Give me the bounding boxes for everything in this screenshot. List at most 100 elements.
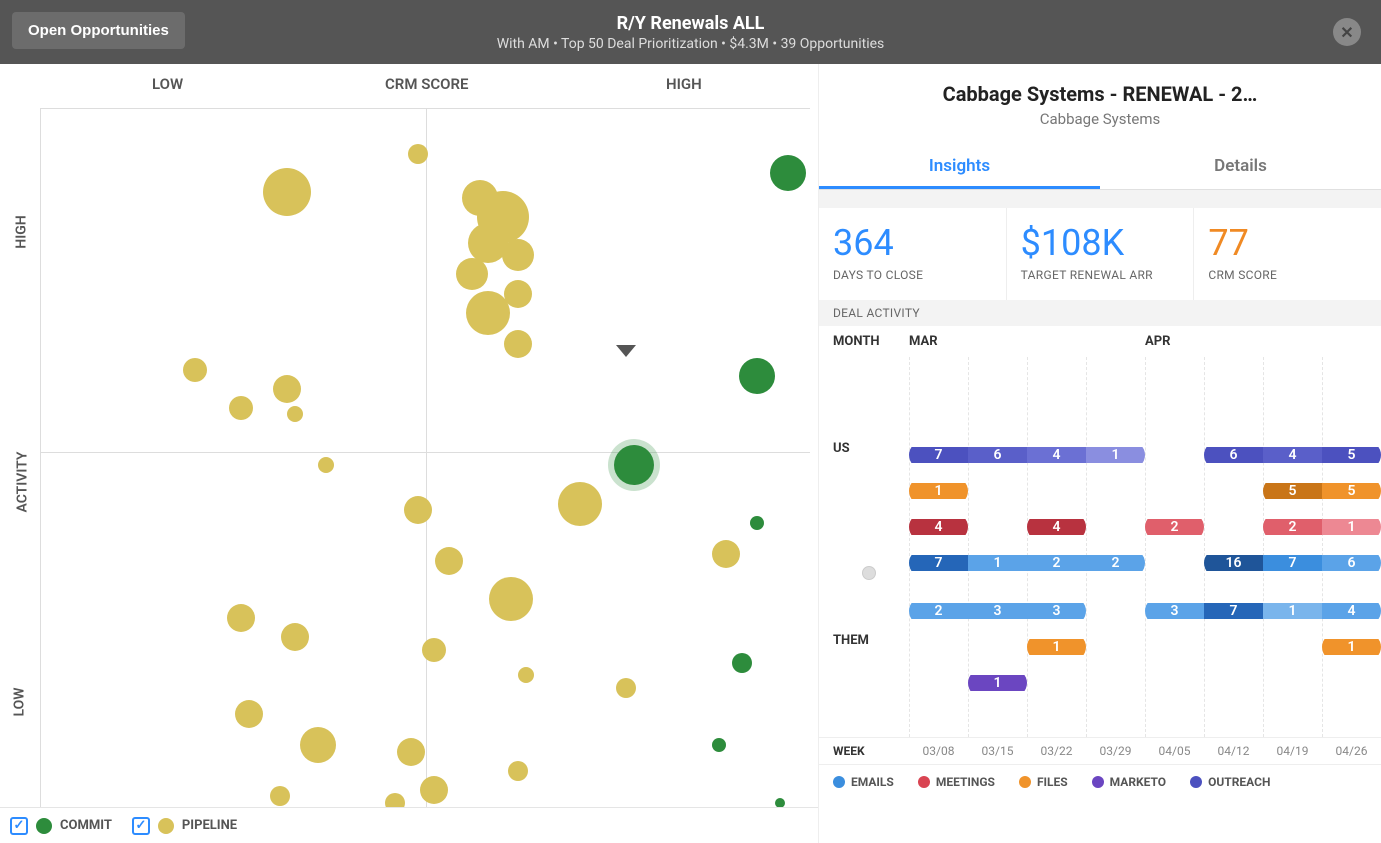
side-title: Cabbage Systems - RENEWAL - 2… Cabbage S… — [819, 64, 1381, 128]
bubble[interactable] — [489, 577, 533, 621]
activity-pill[interactable]: 4 — [909, 513, 968, 541]
bubble[interactable] — [273, 375, 301, 403]
bubble[interactable] — [270, 786, 290, 806]
tab-details[interactable]: Details — [1100, 146, 1381, 189]
pill-seg: 7 — [1263, 555, 1322, 571]
activity-pill[interactable]: 233 — [909, 597, 1086, 625]
deal-activity-header: DEAL ACTIVITY — [819, 300, 1381, 326]
legend-dot-icon — [1092, 776, 1104, 788]
slider-handle[interactable] — [862, 566, 876, 580]
bubble[interactable] — [227, 604, 255, 632]
bubble[interactable] — [235, 700, 263, 728]
metric-label: DAYS TO CLOSE — [833, 268, 992, 282]
x-axis-low: LOW — [152, 75, 183, 93]
pill-seg: 1 — [1086, 447, 1145, 463]
pill-seg: 3 — [1145, 603, 1204, 619]
page-subtitle: With AM • Top 50 Deal Prioritization • $… — [497, 36, 885, 52]
bubble[interactable] — [456, 258, 488, 290]
month-col — [1027, 334, 1086, 349]
activity-pill[interactable]: 4 — [1027, 513, 1086, 541]
bubble[interactable] — [287, 406, 303, 422]
activity-pill[interactable]: 21 — [1263, 513, 1381, 541]
bubble[interactable] — [408, 144, 428, 164]
account-name: Cabbage Systems — [819, 110, 1381, 128]
bubble[interactable] — [739, 358, 775, 394]
bubble[interactable] — [404, 496, 432, 524]
week-col: 04/12 — [1204, 744, 1263, 758]
activity-pill[interactable]: 645 — [1204, 441, 1381, 469]
activity-pill[interactable]: 1 — [909, 477, 968, 505]
legend-item: FILES — [1019, 775, 1068, 789]
bubble[interactable] — [300, 727, 336, 763]
bubble[interactable] — [263, 168, 311, 216]
y-axis-low: LOW — [12, 687, 28, 716]
bubble[interactable] — [518, 667, 534, 683]
checkbox-commit[interactable]: ✓ — [10, 817, 28, 835]
week-col: 03/22 — [1027, 744, 1086, 758]
legend-label: MEETINGS — [936, 775, 995, 789]
activity-pill[interactable]: 1 — [1322, 633, 1381, 661]
divider — [819, 190, 1381, 208]
activity-pill[interactable]: 1676 — [1204, 549, 1381, 577]
checkbox-pipeline[interactable]: ✓ — [132, 817, 150, 835]
bubble[interactable] — [750, 516, 764, 530]
week-col: 04/26 — [1322, 744, 1381, 758]
legend-dot-icon — [1190, 776, 1202, 788]
legend-commit[interactable]: ✓ COMMIT — [10, 817, 112, 835]
activity-pill[interactable]: 7122 — [909, 549, 1145, 577]
pill-seg: 5 — [1322, 483, 1381, 499]
bubble[interactable] — [229, 396, 253, 420]
tab-insights[interactable]: Insights — [819, 146, 1100, 189]
pill-seg: 7 — [1204, 603, 1263, 619]
bubble[interactable] — [466, 291, 510, 335]
pill-seg: 4 — [1027, 519, 1086, 535]
activity-pill[interactable]: 55 — [1263, 477, 1381, 505]
pill-seg: 6 — [968, 447, 1027, 463]
y-axis: HIGH ACTIVITY LOW — [10, 104, 40, 803]
pill-seg: 6 — [1322, 555, 1381, 571]
bubble[interactable] — [558, 482, 602, 526]
bubble[interactable] — [397, 738, 425, 766]
pill-seg: 4 — [1027, 447, 1086, 463]
bubble[interactable] — [732, 653, 752, 673]
activity-pill[interactable]: 3714 — [1145, 597, 1381, 625]
bubble[interactable] — [614, 445, 654, 485]
bubble[interactable] — [712, 540, 740, 568]
bubble[interactable] — [183, 358, 207, 382]
pill-seg: 1 — [968, 555, 1027, 571]
bubble[interactable] — [504, 330, 532, 358]
activity-pill[interactable]: 1 — [1027, 633, 1086, 661]
bubble[interactable] — [318, 457, 334, 473]
activity-pill[interactable]: 1 — [968, 669, 1027, 697]
legend-pipeline[interactable]: ✓ PIPELINE — [132, 817, 237, 835]
bubble[interactable] — [504, 280, 532, 308]
bubble[interactable] — [712, 738, 726, 752]
metric-label: TARGET RENEWAL ARR — [1021, 268, 1180, 282]
bubble[interactable] — [435, 547, 463, 575]
activity-pill[interactable]: 2 — [1145, 513, 1204, 541]
bubble[interactable] — [422, 638, 446, 662]
month-col — [1204, 334, 1263, 349]
header: Open Opportunities R/Y Renewals ALL With… — [0, 0, 1381, 64]
bubble[interactable] — [508, 761, 528, 781]
close-button[interactable]: ✕ — [1333, 18, 1361, 46]
bubble[interactable] — [770, 155, 806, 191]
activity-pill[interactable]: 7641 — [909, 441, 1145, 469]
week-row: WEEK 03/0803/1503/2203/2904/0504/1204/19… — [819, 737, 1381, 764]
week-col: 04/19 — [1263, 744, 1322, 758]
bubble[interactable] — [502, 239, 534, 271]
open-opportunities-button[interactable]: Open Opportunities — [12, 12, 185, 49]
pill-seg: 2 — [1086, 555, 1145, 571]
bubble[interactable] — [420, 776, 448, 804]
plot-area[interactable] — [40, 108, 810, 808]
bubble[interactable] — [462, 180, 498, 216]
bubble[interactable] — [281, 623, 309, 651]
grid-col — [1204, 357, 1205, 737]
legend-dot-icon — [1019, 776, 1031, 788]
close-icon: ✕ — [1340, 23, 1353, 42]
month-col — [1322, 334, 1381, 349]
grid-hline — [41, 452, 810, 453]
grid-col — [909, 357, 910, 737]
pill-seg: 4 — [1263, 447, 1322, 463]
bubble[interactable] — [616, 678, 636, 698]
